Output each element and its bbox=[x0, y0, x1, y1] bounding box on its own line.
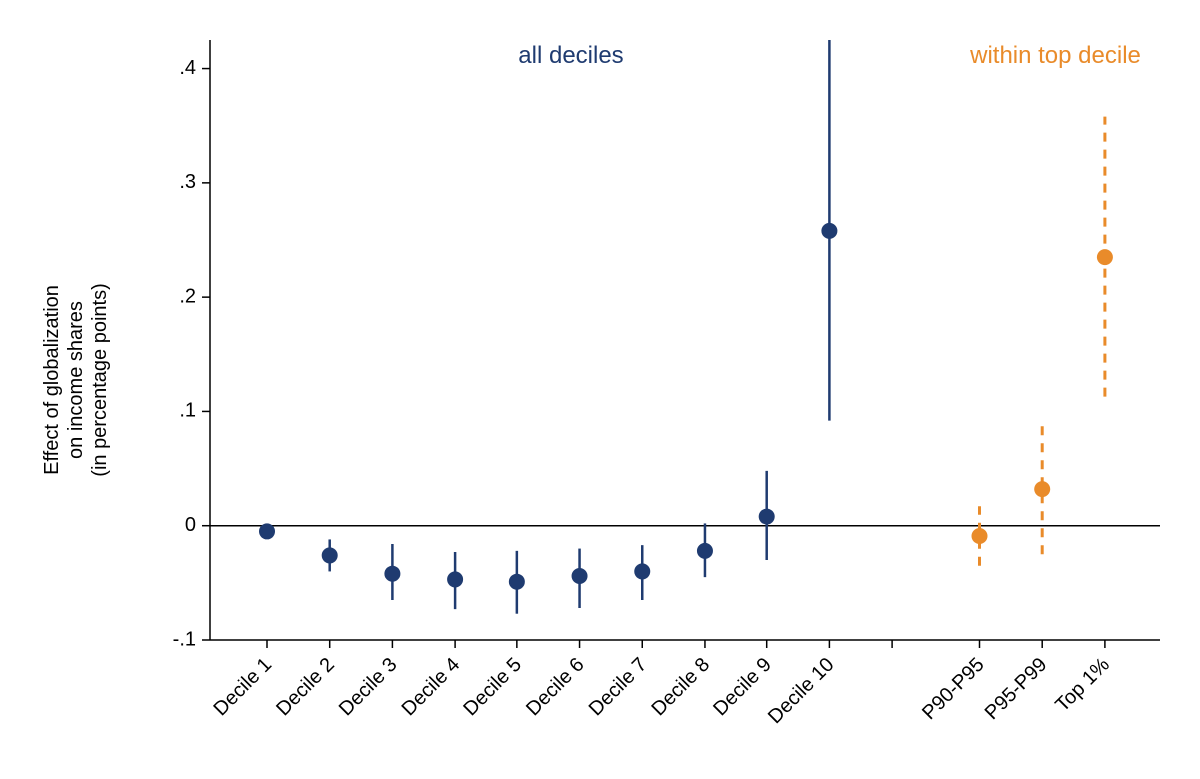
y-axis-title-line: (in percentage points) bbox=[89, 283, 111, 476]
y-axis-title-line: Effect of globalization bbox=[41, 285, 63, 475]
point-all-deciles bbox=[572, 568, 588, 584]
chart-bg bbox=[0, 0, 1200, 779]
y-axis-title: Effect of globalizationon income shares(… bbox=[41, 283, 111, 476]
point-all-deciles bbox=[821, 223, 837, 239]
point-all-deciles bbox=[322, 547, 338, 563]
point-all-deciles bbox=[447, 571, 463, 587]
point-all-deciles bbox=[259, 523, 275, 539]
y-tick-label: .2 bbox=[179, 285, 196, 307]
y-tick-label: .3 bbox=[179, 171, 196, 193]
point-within-top-decile bbox=[1097, 249, 1113, 265]
point-all-deciles bbox=[759, 509, 775, 525]
y-tick-label: 0 bbox=[185, 514, 196, 536]
y-axis-title-line: on income shares bbox=[65, 301, 87, 459]
y-tick-label: -.1 bbox=[173, 628, 196, 650]
series-label: within top decile bbox=[969, 42, 1141, 69]
point-all-deciles bbox=[384, 566, 400, 582]
point-within-top-decile bbox=[1034, 481, 1050, 497]
point-all-deciles bbox=[509, 574, 525, 590]
y-tick-label: .1 bbox=[179, 400, 196, 422]
chart-container: -.1 0 .1 .2 .3 .4 Effect of globalizationon in… bbox=[0, 0, 1200, 779]
point-range-chart: -.1 0 .1 .2 .3 .4 Effect of globalizationon in… bbox=[0, 0, 1200, 779]
series-label: all deciles bbox=[518, 42, 623, 69]
point-all-deciles bbox=[697, 543, 713, 559]
point-within-top-decile bbox=[972, 528, 988, 544]
point-all-deciles bbox=[634, 563, 650, 579]
y-tick-label: .4 bbox=[179, 57, 196, 79]
